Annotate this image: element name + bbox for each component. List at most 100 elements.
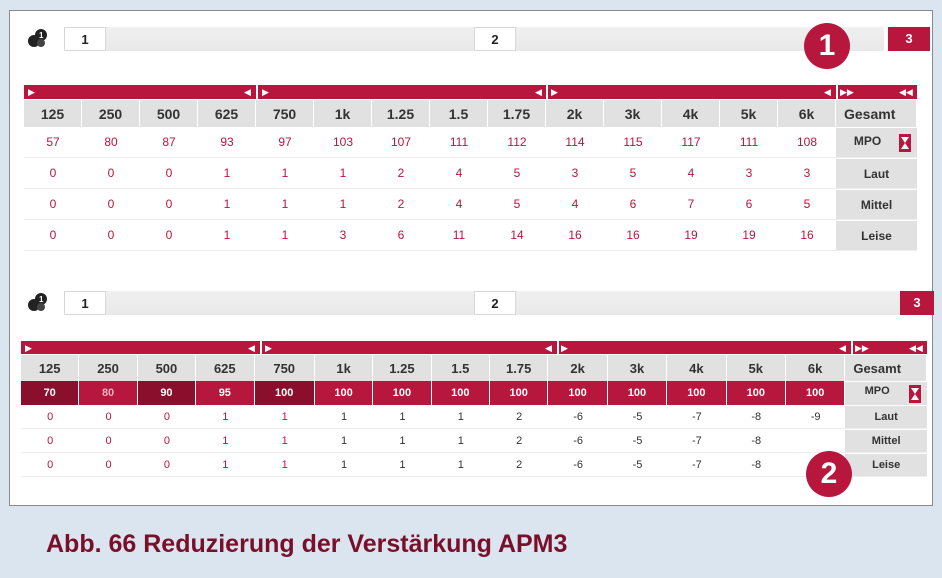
gain-cell[interactable]: 5 (488, 189, 546, 220)
row-label-leise[interactable]: Leise (845, 453, 927, 477)
gain-cell[interactable]: 11 (430, 220, 488, 251)
freq-header[interactable]: 1.75 (488, 100, 546, 127)
gain-cell-selected[interactable]: 100 (785, 381, 846, 405)
gain-cell[interactable]: 111 (720, 127, 778, 158)
gain-cell[interactable]: 0 (24, 189, 82, 220)
gain-cell[interactable]: 1 (314, 158, 372, 189)
gain-cell[interactable]: 0 (140, 189, 198, 220)
gain-cell[interactable]: 1 (196, 429, 255, 453)
freq-header[interactable]: 750 (256, 100, 314, 127)
gain-cell-selected[interactable]: 80 (79, 381, 138, 405)
gain-cell[interactable]: -6 (548, 405, 608, 429)
gain-cell[interactable]: 1 (198, 220, 256, 251)
step-tab-2[interactable]: 2 (474, 27, 516, 51)
gain-cell[interactable]: 1 (373, 429, 432, 453)
freq-header[interactable]: 750 (254, 355, 315, 381)
freq-header[interactable]: 1.75 (490, 355, 549, 381)
gain-cell[interactable]: 107 (372, 127, 430, 158)
gain-cell[interactable]: 1 (256, 220, 314, 251)
gain-cell[interactable]: 112 (488, 127, 546, 158)
gain-cell[interactable]: 0 (79, 453, 138, 477)
gain-cell[interactable]: 103 (314, 127, 372, 158)
gain-cell[interactable] (785, 429, 846, 453)
gain-cell[interactable]: 0 (79, 429, 138, 453)
gain-cell[interactable]: 1 (314, 429, 374, 453)
gain-cell[interactable]: 3 (546, 158, 604, 189)
gain-cell[interactable]: 7 (662, 189, 720, 220)
step-tab-2[interactable]: 2 (474, 291, 516, 315)
gain-cell[interactable]: 1 (431, 429, 491, 453)
gain-cell-selected[interactable]: 70 (21, 381, 80, 405)
freq-header[interactable]: 5k (720, 100, 778, 127)
gain-cell[interactable]: -7 (667, 405, 727, 429)
gain-cell[interactable]: 5 (604, 158, 662, 189)
gain-cell[interactable]: 0 (21, 405, 80, 429)
gain-cell[interactable]: 2 (372, 158, 430, 189)
freq-header[interactable]: 2k (546, 100, 604, 127)
gain-cell[interactable]: -8 (726, 453, 786, 477)
gain-cell[interactable]: 5 (488, 158, 546, 189)
gain-cell[interactable]: 1 (198, 189, 256, 220)
gain-cell[interactable]: -8 (726, 429, 786, 453)
gain-cell[interactable]: 0 (21, 453, 80, 477)
gain-cell[interactable]: 14 (488, 220, 546, 251)
freq-header[interactable]: 1.5 (430, 100, 488, 127)
frequency-band-bar[interactable]: ▶ ◀ ▶ ◀ ▶ ◀ ▶▶ ◀◀ (24, 85, 917, 99)
gain-cell[interactable]: 115 (604, 127, 662, 158)
gain-cell[interactable]: 1 (314, 405, 374, 429)
gain-cell[interactable]: 16 (778, 220, 836, 251)
gain-cell[interactable]: -5 (607, 453, 668, 477)
gain-cell[interactable]: 2 (490, 405, 549, 429)
gain-cell[interactable]: 16 (604, 220, 662, 251)
step-tab-3[interactable]: 3 (888, 27, 930, 51)
gain-cell[interactable]: 1 (373, 405, 432, 429)
gain-cell[interactable]: 6 (604, 189, 662, 220)
caret-left-icon[interactable]: ◀ (839, 343, 846, 353)
freq-header[interactable]: 500 (140, 100, 198, 127)
gain-cell[interactable]: 3 (720, 158, 778, 189)
gain-cell[interactable]: 108 (778, 127, 836, 158)
gain-cell-selected[interactable]: 100 (314, 381, 374, 405)
caret-left-icon[interactable]: ◀◀ (899, 87, 913, 97)
gain-cell[interactable]: 117 (662, 127, 720, 158)
gain-cell[interactable]: 0 (82, 220, 140, 251)
freq-header[interactable]: 125 (21, 355, 80, 381)
gain-cell[interactable]: 1 (256, 158, 314, 189)
freq-header[interactable]: 250 (82, 100, 140, 127)
step-tab-1[interactable]: 1 (64, 27, 106, 51)
gain-cell[interactable]: 0 (82, 189, 140, 220)
freq-header[interactable]: 4k (667, 355, 727, 381)
gain-cell[interactable]: 0 (82, 158, 140, 189)
gain-cell[interactable]: 1 (196, 405, 255, 429)
gain-cell[interactable]: 97 (256, 127, 314, 158)
gain-cell-selected[interactable]: 100 (490, 381, 549, 405)
gain-cell[interactable]: 1 (314, 189, 372, 220)
frequency-band-bar[interactable]: ▶ ◀ ▶ ◀ ▶ ◀ ▶▶ ◀◀ (21, 341, 927, 355)
freq-header[interactable]: 1.5 (431, 355, 491, 381)
caret-right-icon[interactable]: ▶ (28, 87, 35, 97)
freq-header[interactable]: 625 (196, 355, 255, 381)
gain-cell[interactable]: 3 (314, 220, 372, 251)
caret-left-icon[interactable]: ◀ (535, 87, 542, 97)
gain-cell[interactable]: -7 (667, 429, 727, 453)
gain-cell[interactable]: 6 (720, 189, 778, 220)
gain-cell[interactable]: 2 (372, 189, 430, 220)
freq-header[interactable]: 6k (785, 355, 846, 381)
total-header[interactable]: Gesamt (836, 100, 917, 127)
row-label-mpo[interactable]: MPO (845, 381, 927, 405)
gain-cell[interactable]: 0 (24, 158, 82, 189)
caret-left-icon[interactable]: ◀ (545, 343, 552, 353)
gain-cell-selected[interactable]: 90 (137, 381, 197, 405)
hourglass-icon[interactable] (909, 384, 921, 403)
gain-cell[interactable]: 1 (314, 453, 374, 477)
row-label-laut[interactable]: Laut (845, 405, 927, 429)
gain-cell[interactable]: 2 (490, 429, 549, 453)
caret-left-icon[interactable]: ◀ (244, 87, 251, 97)
gain-cell[interactable]: 4 (430, 158, 488, 189)
freq-header[interactable]: 3k (607, 355, 668, 381)
gain-cell[interactable]: -9 (785, 405, 846, 429)
row-label-laut[interactable]: Laut (836, 158, 917, 189)
gain-cell-selected[interactable]: 100 (548, 381, 608, 405)
total-header[interactable]: Gesamt (845, 355, 927, 381)
gain-cell[interactable]: -6 (548, 453, 608, 477)
